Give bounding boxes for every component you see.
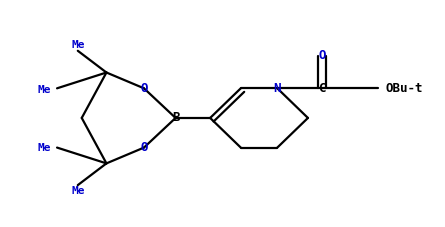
Text: B: B <box>172 111 179 124</box>
Text: O: O <box>318 49 326 62</box>
Text: Me: Me <box>37 85 51 95</box>
Text: Me: Me <box>71 40 85 50</box>
Text: Me: Me <box>71 186 85 196</box>
Text: O: O <box>140 82 148 95</box>
Text: C: C <box>318 82 326 95</box>
Text: O: O <box>140 141 148 154</box>
Text: N: N <box>274 82 281 95</box>
Text: Me: Me <box>37 143 51 153</box>
Text: OBu-t: OBu-t <box>386 82 424 95</box>
